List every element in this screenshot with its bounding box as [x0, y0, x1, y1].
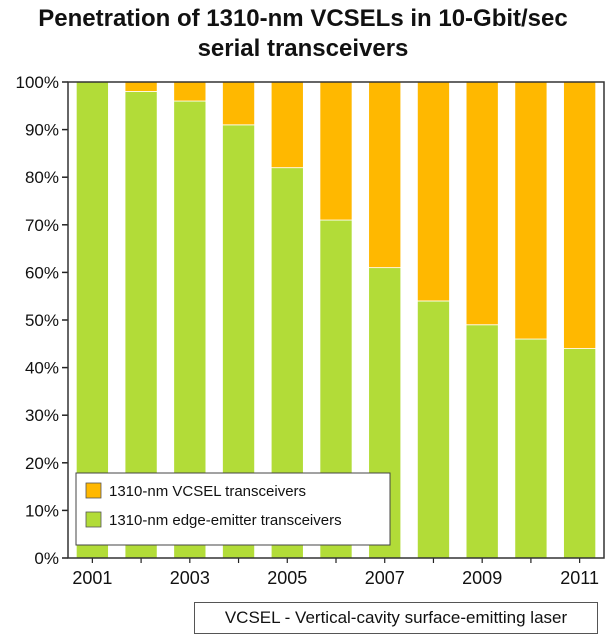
legend-box — [75, 472, 391, 546]
footnote-box: VCSEL - Vertical-cavity surface-emitting… — [194, 602, 598, 634]
y-tick-label: 70% — [25, 216, 59, 235]
bar-segment-vcsel-2002 — [124, 81, 158, 92]
bar-segment-edge-emitter-2009 — [465, 324, 499, 559]
y-tick-label: 10% — [25, 501, 59, 520]
x-tick-label: 2001 — [72, 568, 112, 588]
y-tick-label: 80% — [25, 168, 59, 187]
bar-segment-vcsel-2011 — [563, 81, 597, 349]
bar-segment-vcsel-2007 — [368, 81, 402, 269]
bar-segment-vcsel-2005 — [270, 81, 304, 169]
chart-title: Penetration of 1310-nm VCSELs in 10-Gbit… — [0, 4, 606, 64]
x-tick-label: 2007 — [365, 568, 405, 588]
y-tick-label: 20% — [25, 454, 59, 473]
x-tick-label: 2005 — [267, 568, 307, 588]
x-tick-label: 2009 — [462, 568, 502, 588]
y-tick-label: 50% — [25, 311, 59, 330]
x-tick-label: 2003 — [170, 568, 210, 588]
x-tick-label: 2011 — [560, 568, 599, 588]
chart-title-line-2: serial transceivers — [197, 35, 409, 62]
bar-segment-vcsel-2010 — [514, 81, 548, 340]
bar-segment-edge-emitter-2010 — [514, 338, 548, 559]
y-tick-label: 100% — [16, 73, 59, 92]
legend-swatch-vcsel — [85, 482, 102, 499]
legend-label-edge-emitter: 1310-nm edge-emitter transceivers — [109, 512, 342, 529]
y-tick-label: 90% — [25, 121, 59, 140]
plot-frame — [67, 81, 605, 559]
bar-segment-vcsel-2003 — [173, 81, 207, 102]
bar-segment-vcsel-2006 — [319, 81, 353, 221]
stacked-bar-chart: 0% 10% 20% 30% 40% 50% 60% 70% 80% 90% 100% 2001 200… — [16, 73, 605, 588]
y-tick-label: 0% — [34, 549, 59, 568]
legend-label-vcsel: 1310-nm VCSEL transceivers — [109, 483, 306, 500]
bar-segment-vcsel-2004 — [222, 81, 256, 126]
chart-title-line-1: Penetration of 1310-nm VCSELs in 10-Gbit… — [38, 5, 568, 32]
bar-segment-vcsel-2008 — [416, 81, 450, 302]
y-tick-label: 40% — [25, 359, 59, 378]
legend-swatch-edge-emitter — [85, 511, 102, 528]
bar-segment-edge-emitter-2008 — [416, 300, 450, 559]
bar-segment-vcsel-2009 — [465, 81, 499, 326]
y-tick-label: 30% — [25, 406, 59, 425]
y-tick-label: 60% — [25, 263, 59, 282]
bar-segment-edge-emitter-2011 — [563, 348, 597, 559]
